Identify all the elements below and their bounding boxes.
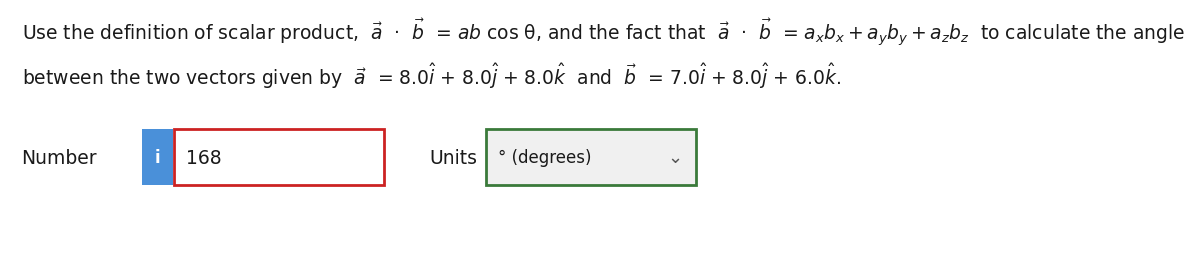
FancyBboxPatch shape xyxy=(174,130,384,185)
Text: Use the definition of scalar product,  $\vec{a}$  ·  $\vec{b}$  = $ab$ cos θ, an: Use the definition of scalar product, $\… xyxy=(22,16,1184,48)
FancyBboxPatch shape xyxy=(142,130,173,185)
Text: ° (degrees): ° (degrees) xyxy=(498,149,592,166)
FancyBboxPatch shape xyxy=(486,130,696,185)
Text: 168: 168 xyxy=(186,148,222,167)
Text: i: i xyxy=(155,149,160,166)
Text: Units: Units xyxy=(430,148,478,167)
Text: between the two vectors given by  $\vec{a}$  = 8.0$\hat{i}$ + 8.0$\hat{j}$ + 8.0: between the two vectors given by $\vec{a… xyxy=(22,61,841,91)
Text: ⌄: ⌄ xyxy=(667,149,682,166)
Text: Number: Number xyxy=(22,148,97,167)
